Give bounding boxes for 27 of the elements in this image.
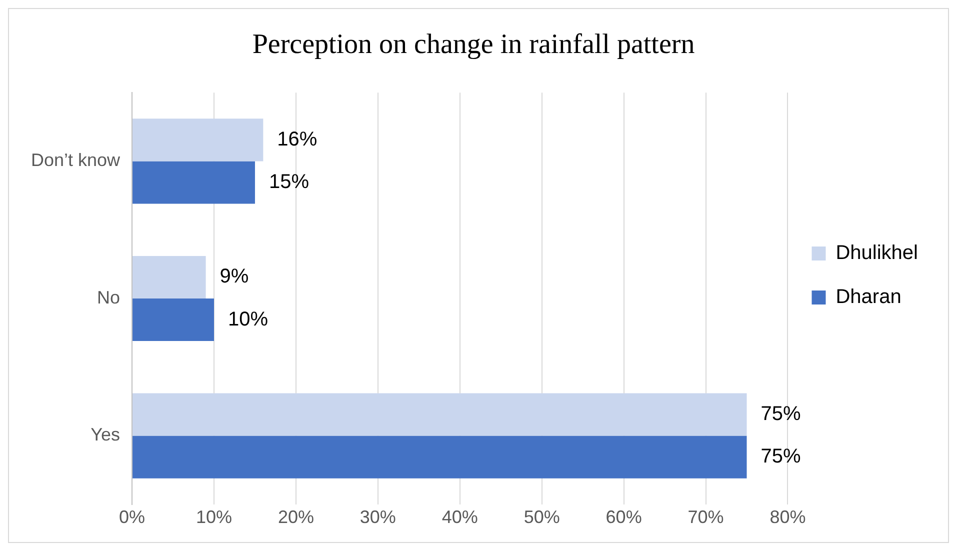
x-tick-label: 30%: [360, 507, 396, 528]
data-label: 75%: [760, 446, 801, 468]
x-tick-label: 40%: [442, 507, 478, 528]
bar: [132, 161, 255, 204]
y-tick-label: No: [97, 287, 120, 308]
x-tick-label: 80%: [770, 507, 806, 528]
data-label: 75%: [760, 403, 801, 426]
data-label: 15%: [268, 171, 310, 194]
bar: [132, 118, 264, 162]
y-tick-label: Don’t know: [30, 150, 122, 170]
bar: [132, 256, 206, 298]
legend-label: Dharan: [836, 286, 902, 308]
chart-title: Perception on change in rainfall pattern: [252, 29, 695, 60]
data-label: 16%: [277, 128, 318, 150]
x-tick-label: 0%: [119, 507, 146, 528]
legend-label: Dhulikhel: [836, 242, 918, 264]
x-tick-label: 70%: [688, 507, 724, 528]
y-tick-label: Yes: [90, 424, 120, 445]
x-tick-label: 60%: [606, 507, 642, 528]
bar: [132, 298, 214, 342]
data-label: 9%: [220, 266, 249, 288]
x-tick-label: 50%: [524, 507, 560, 528]
x-tick-label: 10%: [196, 507, 232, 528]
bar: [132, 393, 747, 436]
bar: [132, 436, 747, 478]
data-label: 10%: [228, 308, 268, 330]
x-tick-label: 20%: [278, 507, 314, 528]
